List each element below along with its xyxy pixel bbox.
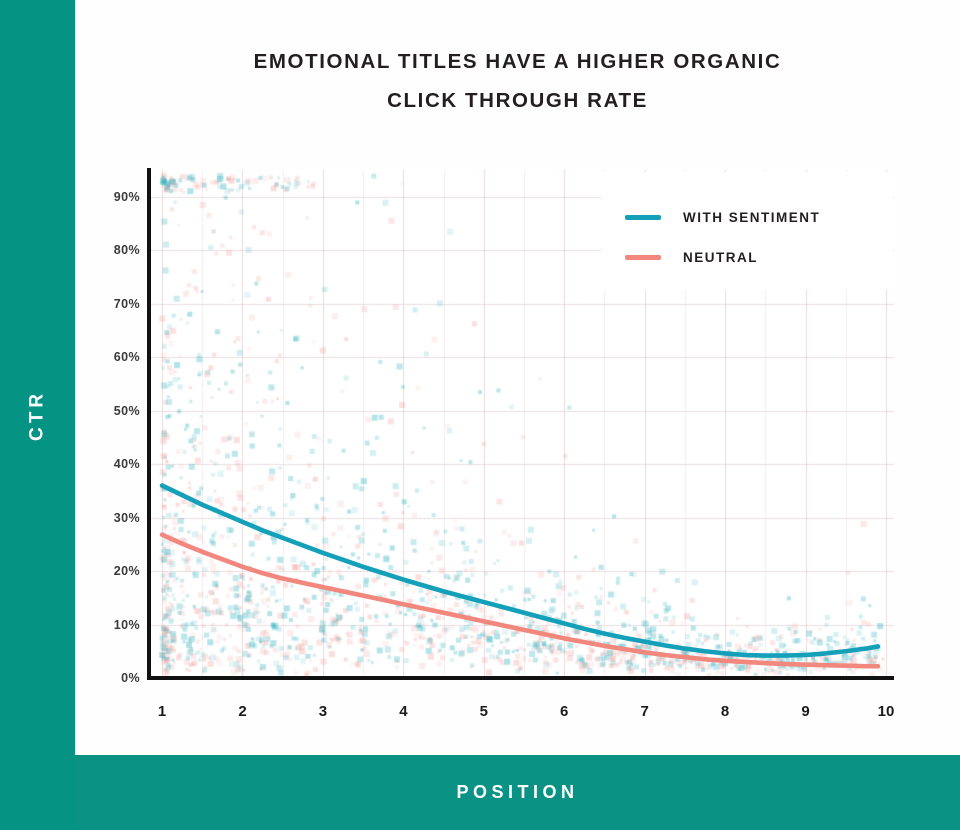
x-tick-label: 8 (720, 703, 730, 720)
x-tick-label: 7 (640, 703, 649, 720)
y-tick-label: 10% (113, 617, 140, 632)
x-axis-title: POSITION (456, 782, 579, 802)
y-axis-title: CTR (26, 389, 48, 441)
legend-swatch-neutral (625, 255, 661, 260)
legend-item-with-sentiment[interactable]: WITH SENTIMENT (625, 210, 820, 225)
chart-title-line-1: EMOTIONAL TITLES HAVE A HIGHER ORGANIC (253, 50, 782, 73)
x-tick-label: 3 (318, 703, 328, 720)
x-tick-label: 6 (560, 703, 569, 720)
y-tick-label: 20% (113, 564, 140, 579)
series-layer (159, 483, 881, 669)
x-tick-label: 1 (157, 703, 167, 720)
y-tick-label: 90% (113, 189, 140, 204)
x-tick-label: 10 (877, 703, 895, 720)
y-tick-label: 60% (113, 350, 140, 365)
legend: WITH SENTIMENT NEUTRAL (601, 172, 893, 290)
legend-label-with-sentiment: WITH SENTIMENT (683, 210, 821, 225)
series-line-with-sentiment (159, 483, 881, 658)
x-axis-line (147, 676, 894, 680)
y-tick-label: 70% (113, 296, 140, 311)
legend-label-neutral: NEUTRAL (683, 250, 758, 265)
y-tick-label: 50% (113, 403, 140, 418)
x-tick-label: 9 (801, 703, 810, 720)
y-tick-label: 30% (113, 510, 140, 525)
x-tick-label: 4 (399, 703, 408, 720)
y-axis-rail: CTR (0, 0, 75, 830)
y-axis-line (147, 168, 151, 680)
legend-swatch-with-sentiment (625, 215, 661, 220)
x-axis-bar: POSITION (75, 755, 960, 830)
series-line-neutral (159, 532, 881, 669)
x-tick-label: 2 (238, 703, 247, 720)
y-tick-label: 0% (121, 671, 140, 685)
x-tick-label: 5 (479, 703, 488, 720)
y-tick-label: 40% (113, 457, 140, 472)
chart-title-line-2: CLICK THROUGH RATE (387, 89, 648, 112)
legend-item-neutral[interactable]: NEUTRAL (625, 250, 758, 265)
y-tick-label: 80% (113, 243, 140, 258)
chart-title: EMOTIONAL TITLES HAVE A HIGHER ORGANIC C… (75, 42, 960, 120)
